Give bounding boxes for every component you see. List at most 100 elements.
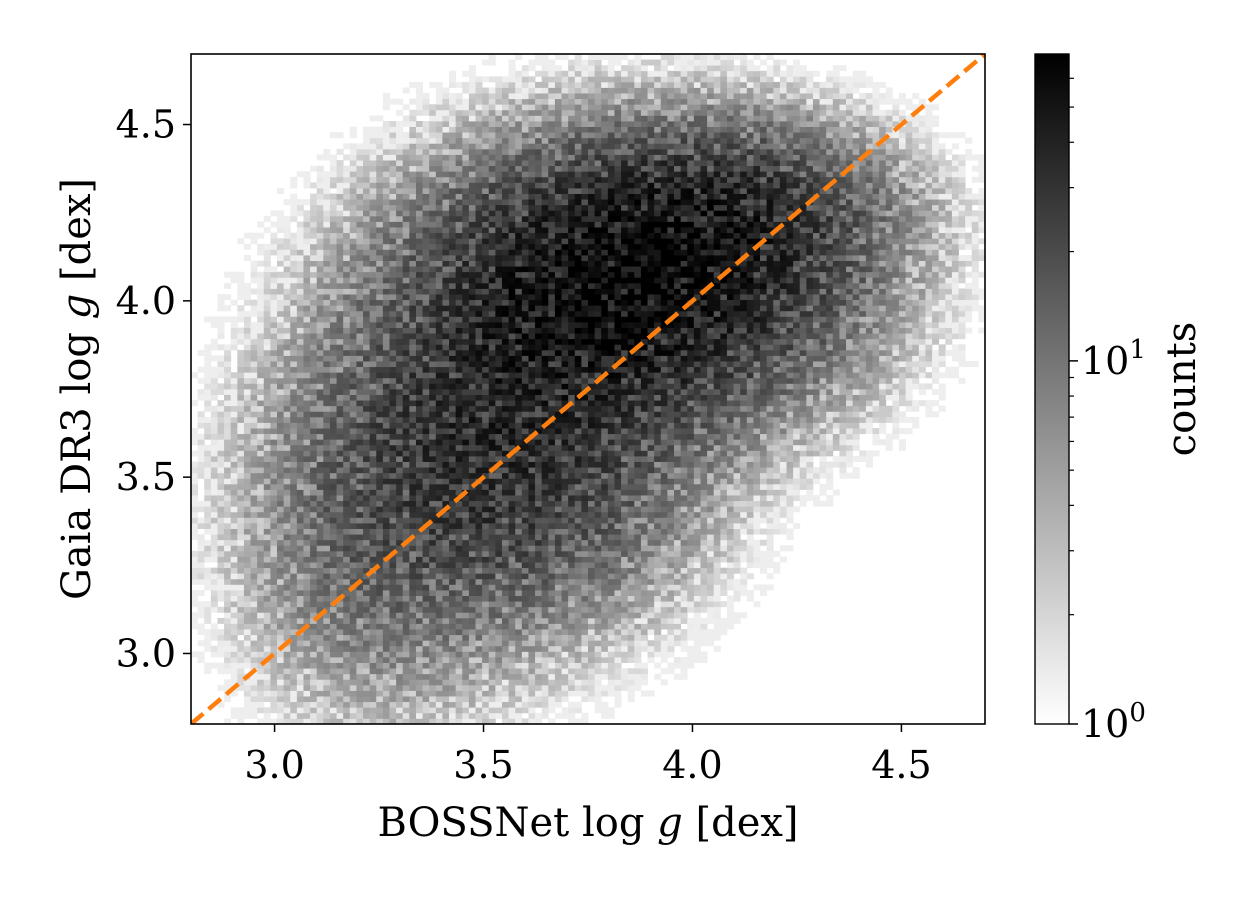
heatmap-cell: [204, 539, 212, 546]
heatmap-cell: [442, 221, 450, 228]
heatmap-cell: [336, 668, 344, 675]
heatmap-cell: [217, 461, 225, 468]
heatmap-cell: [455, 115, 463, 122]
heatmap-cell: [363, 277, 371, 284]
heatmap-cell: [290, 517, 298, 524]
heatmap-cell: [482, 550, 490, 557]
heatmap-cells: [191, 54, 985, 724]
heatmap-cell: [488, 394, 496, 401]
heatmap-cell: [508, 260, 516, 267]
heatmap-cell: [435, 109, 443, 116]
heatmap-cell: [488, 645, 496, 652]
heatmap-cell: [468, 400, 476, 407]
heatmap-cell: [217, 366, 225, 373]
heatmap-cell: [290, 349, 298, 356]
heatmap-cell: [488, 696, 496, 703]
heatmap-cell: [283, 361, 291, 368]
heatmap-cell: [429, 115, 437, 122]
heatmap-cell: [382, 640, 390, 647]
heatmap-cell: [449, 344, 457, 351]
heatmap-cell: [455, 154, 463, 161]
heatmap-cell: [343, 545, 351, 552]
heatmap-cell: [455, 282, 463, 289]
heatmap-cell: [343, 249, 351, 256]
heatmap-cell: [402, 456, 410, 462]
heatmap-cell: [369, 243, 377, 250]
heatmap-cell: [237, 606, 245, 613]
heatmap-cell: [363, 210, 371, 217]
heatmap-cell: [501, 450, 509, 457]
heatmap-cell: [495, 707, 503, 714]
heatmap-cell: [495, 372, 503, 379]
heatmap-cell: [257, 545, 265, 552]
heatmap-cell: [336, 556, 344, 563]
heatmap-cell: [323, 327, 331, 334]
heatmap-cell: [521, 562, 529, 569]
heatmap-cell: [369, 143, 377, 150]
heatmap-cell: [323, 601, 331, 608]
heatmap-cell: [521, 550, 529, 557]
heatmap-cell: [449, 70, 457, 77]
heatmap-cell: [263, 355, 271, 362]
heatmap-cell: [237, 567, 245, 574]
heatmap-cell: [409, 478, 417, 485]
heatmap-cell: [243, 232, 251, 239]
heatmap-cell: [508, 310, 516, 317]
heatmap-cell: [277, 578, 285, 585]
heatmap-cell: [442, 316, 450, 323]
heatmap-cell: [283, 478, 291, 485]
heatmap-cell: [296, 483, 304, 490]
heatmap-cell: [521, 260, 529, 267]
heatmap-cell: [501, 684, 509, 691]
heatmap-cell: [435, 712, 443, 719]
heatmap-cell: [422, 171, 430, 178]
heatmap-cell: [488, 171, 496, 178]
heatmap-cell: [369, 188, 377, 194]
heatmap-cell: [303, 478, 311, 485]
heatmap-cell: [257, 495, 265, 502]
heatmap-cell: [482, 59, 490, 66]
heatmap-cell: [429, 121, 437, 127]
heatmap-cell: [488, 160, 496, 167]
heatmap-cell: [422, 668, 430, 675]
heatmap-cell: [515, 282, 523, 289]
heatmap-cell: [230, 461, 238, 468]
heatmap-cell: [224, 444, 232, 451]
heatmap-cell: [402, 121, 410, 127]
heatmap-cell: [316, 539, 324, 546]
heatmap-cell: [515, 383, 523, 390]
heatmap-cell: [495, 640, 503, 647]
heatmap-cell: [356, 383, 364, 390]
heatmap-cell: [442, 93, 450, 100]
heatmap-cell: [224, 573, 232, 580]
heatmap-cell: [363, 629, 371, 636]
heatmap-cell: [495, 439, 503, 446]
heatmap-cell: [310, 277, 318, 284]
heatmap-cell: [363, 696, 371, 703]
heatmap-cell: [515, 617, 523, 624]
heatmap-cell: [310, 305, 318, 312]
heatmap-cell: [468, 606, 476, 613]
heatmap-cell: [442, 327, 450, 334]
heatmap-cell: [204, 428, 212, 435]
heatmap-cell: [230, 545, 238, 552]
heatmap-cell: [382, 104, 390, 111]
heatmap-cell: [224, 478, 232, 485]
heatmap-cell: [329, 377, 337, 384]
heatmap-cell: [217, 444, 225, 451]
heatmap-cell: [296, 584, 304, 591]
heatmap-cell: [270, 344, 278, 351]
heatmap-cell: [429, 718, 437, 724]
heatmap-cell: [462, 266, 470, 273]
heatmap-cell: [475, 182, 483, 189]
heatmap-cell: [303, 355, 311, 362]
heatmap-cell: [508, 327, 516, 334]
heatmap-cell: [329, 176, 337, 183]
heatmap-cell: [495, 394, 503, 401]
heatmap-cell: [356, 461, 364, 468]
heatmap-cell: [237, 405, 245, 412]
heatmap-cell: [468, 634, 476, 641]
heatmap-cell: [323, 266, 331, 273]
heatmap-cell: [449, 461, 457, 468]
heatmap-cell: [329, 428, 337, 435]
